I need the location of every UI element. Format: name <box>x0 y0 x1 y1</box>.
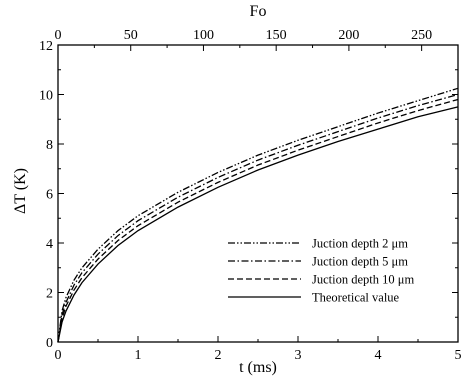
series-layer <box>57 87 459 343</box>
x-tick-label: 0 <box>55 348 62 363</box>
top-tick-label: 200 <box>338 28 359 43</box>
top-tick-label: 100 <box>193 28 214 43</box>
top-tick-label: 0 <box>55 28 62 43</box>
y-tick-label: 4 <box>46 237 53 252</box>
top-tick-label: 250 <box>411 28 432 43</box>
x-tick-label: 2 <box>215 348 222 363</box>
x-tick-label: 4 <box>375 348 382 363</box>
legend-label-1: Juction depth 2 μm <box>312 237 408 251</box>
legend-label-3: Juction depth 10 μm <box>312 273 414 287</box>
legend: Juction depth 2 μm Juction depth 5 μm Juct… <box>228 237 414 305</box>
y-tick-label: 12 <box>39 39 53 54</box>
series-line-2 <box>57 93 459 343</box>
series-line-3 <box>57 98 459 343</box>
x-tick-label: 1 <box>135 348 142 363</box>
series-line-4 <box>57 106 459 343</box>
x-tick-label: 5 <box>455 348 461 363</box>
y-tick-label: 0 <box>46 336 53 351</box>
x-tick-label: 3 <box>295 348 302 363</box>
y-tick-label: 6 <box>46 188 53 203</box>
series-line-1 <box>57 87 459 343</box>
x-axis-label: t (ms) <box>239 359 277 376</box>
y-axis-label: ΔT (K) <box>12 168 29 214</box>
y-tick-label: 10 <box>39 89 53 104</box>
legend-label-2: Juction depth 5 μm <box>312 255 408 269</box>
legend-label-4: Theoretical value <box>312 291 400 305</box>
y-tick-label: 8 <box>46 138 53 153</box>
plot-frame <box>57 44 459 343</box>
y-tick-label: 2 <box>46 287 53 302</box>
top-tick-label: 50 <box>124 28 138 43</box>
top-tick-label: 150 <box>266 28 287 43</box>
top-axis-label: Fo <box>250 3 267 20</box>
